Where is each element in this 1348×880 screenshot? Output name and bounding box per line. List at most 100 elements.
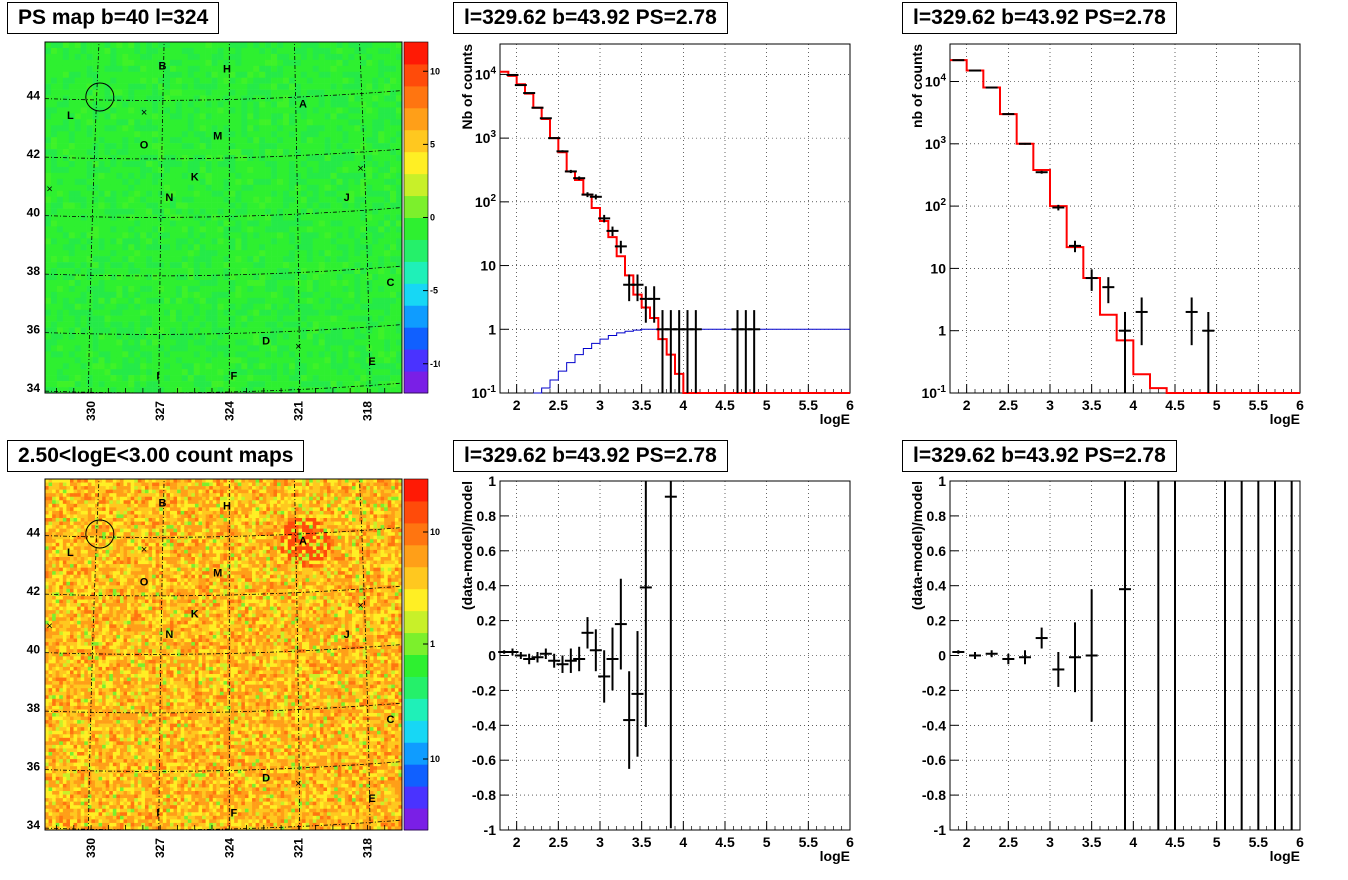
heatmap-cell bbox=[206, 268, 212, 274]
heatmap-cell bbox=[354, 357, 360, 363]
heatmap-cell bbox=[188, 185, 194, 191]
heatmap-cell bbox=[66, 596, 70, 600]
heatmap-cell bbox=[75, 197, 81, 203]
heatmap-cell bbox=[247, 381, 253, 387]
heatmap-cell bbox=[81, 66, 87, 72]
heatmap-cell bbox=[122, 280, 128, 286]
heatmap-cell bbox=[253, 244, 259, 250]
heatmap-cell bbox=[122, 119, 128, 125]
heatmap-cell bbox=[307, 149, 313, 155]
heatmap-cell bbox=[45, 610, 49, 614]
heatmap-cell bbox=[88, 628, 92, 632]
heatmap-cell bbox=[337, 339, 343, 345]
heatmap-cell bbox=[354, 375, 360, 381]
heatmap-cell bbox=[56, 692, 60, 696]
heatmap-cell bbox=[134, 345, 140, 351]
heatmap-cell bbox=[307, 66, 313, 72]
heatmap-cell bbox=[158, 155, 164, 161]
heatmap-cell bbox=[99, 363, 105, 369]
heatmap-cell bbox=[176, 155, 182, 161]
heatmap-cell bbox=[57, 286, 63, 292]
heatmap-cell bbox=[378, 167, 384, 173]
heatmap-cell bbox=[63, 54, 69, 60]
heatmap-cell bbox=[45, 585, 49, 589]
heatmap-cell bbox=[74, 713, 78, 717]
colorbar-tick-label: -10 bbox=[430, 359, 440, 369]
heatmap-cell bbox=[259, 125, 265, 131]
heatmap-cell bbox=[241, 369, 247, 375]
heatmap-cell bbox=[74, 507, 78, 511]
heatmap-cell bbox=[372, 161, 378, 167]
heatmap-cell bbox=[69, 256, 75, 262]
heatmap-cell bbox=[81, 614, 85, 618]
heatmap-cell bbox=[146, 345, 152, 351]
heatmap-cell bbox=[194, 369, 200, 375]
heatmap-cell bbox=[52, 610, 56, 614]
heatmap-cell bbox=[384, 363, 390, 369]
heatmap-cell bbox=[176, 375, 182, 381]
heatmap-cell bbox=[45, 756, 49, 760]
heatmap-cell bbox=[70, 759, 74, 763]
heatmap-cell bbox=[45, 564, 49, 568]
heatmap-cell bbox=[396, 250, 402, 256]
heatmap-cell bbox=[212, 90, 218, 96]
heatmap-cell bbox=[49, 720, 53, 724]
heatmap-cell bbox=[313, 113, 319, 119]
heatmap-cell bbox=[229, 107, 235, 113]
heatmap-cell bbox=[188, 149, 194, 155]
heatmap-cell bbox=[283, 78, 289, 84]
heatmap-cell bbox=[88, 621, 92, 625]
heatmap-cell bbox=[45, 78, 51, 84]
heatmap-cell bbox=[319, 54, 325, 60]
heatmap-cell bbox=[70, 500, 74, 504]
heatmap-cell bbox=[66, 497, 70, 501]
heatmap-cell bbox=[63, 678, 67, 682]
heatmap-cell bbox=[88, 646, 92, 650]
heatmap-cell bbox=[396, 137, 402, 143]
heatmap-cell bbox=[247, 167, 253, 173]
heatmap-cell bbox=[289, 78, 295, 84]
heatmap-cell bbox=[176, 256, 182, 262]
heatmap-cell bbox=[45, 363, 51, 369]
heatmap-cell bbox=[313, 363, 319, 369]
heatmap-cell bbox=[200, 209, 206, 215]
heatmap-cell bbox=[45, 525, 49, 529]
heatmap-cell bbox=[59, 653, 63, 657]
heatmap-cell bbox=[194, 107, 200, 113]
heatmap-cell bbox=[51, 316, 57, 322]
heatmap-cell bbox=[396, 339, 402, 345]
heatmap-cell bbox=[77, 692, 81, 696]
heatmap-cell bbox=[70, 624, 74, 628]
source-marker: × bbox=[295, 341, 301, 353]
heatmap-cell bbox=[212, 197, 218, 203]
heatmap-cell bbox=[229, 101, 235, 107]
heatmap-cell bbox=[360, 339, 366, 345]
heatmap-cell bbox=[116, 292, 122, 298]
heatmap-cell bbox=[70, 596, 74, 600]
heatmap-cell bbox=[307, 304, 313, 310]
heatmap-cell bbox=[360, 369, 366, 375]
heatmap-cell bbox=[319, 304, 325, 310]
heatmap-cell bbox=[277, 48, 283, 54]
heatmap-cell bbox=[84, 635, 88, 639]
heatmap-cell bbox=[200, 191, 206, 197]
heatmap-cell bbox=[301, 215, 307, 221]
heatmap-cell bbox=[265, 226, 271, 232]
heatmap-cell bbox=[74, 493, 78, 497]
heatmap-cell bbox=[319, 345, 325, 351]
heatmap-cell bbox=[200, 101, 206, 107]
heatmap-cell bbox=[45, 724, 49, 728]
heatmap-cell bbox=[241, 298, 247, 304]
heatmap-cell bbox=[206, 119, 212, 125]
heatmap-cell bbox=[378, 316, 384, 322]
heatmap-cell bbox=[235, 90, 241, 96]
heatmap-cell bbox=[182, 191, 188, 197]
heatmap-cell bbox=[283, 215, 289, 221]
heatmap-cell bbox=[319, 250, 325, 256]
heatmap-cell bbox=[378, 60, 384, 66]
heatmap-cell bbox=[74, 748, 78, 752]
heatmap-cell bbox=[301, 149, 307, 155]
heatmap-cell bbox=[337, 369, 343, 375]
heatmap-cell bbox=[52, 635, 56, 639]
heatmap-cell bbox=[57, 357, 63, 363]
